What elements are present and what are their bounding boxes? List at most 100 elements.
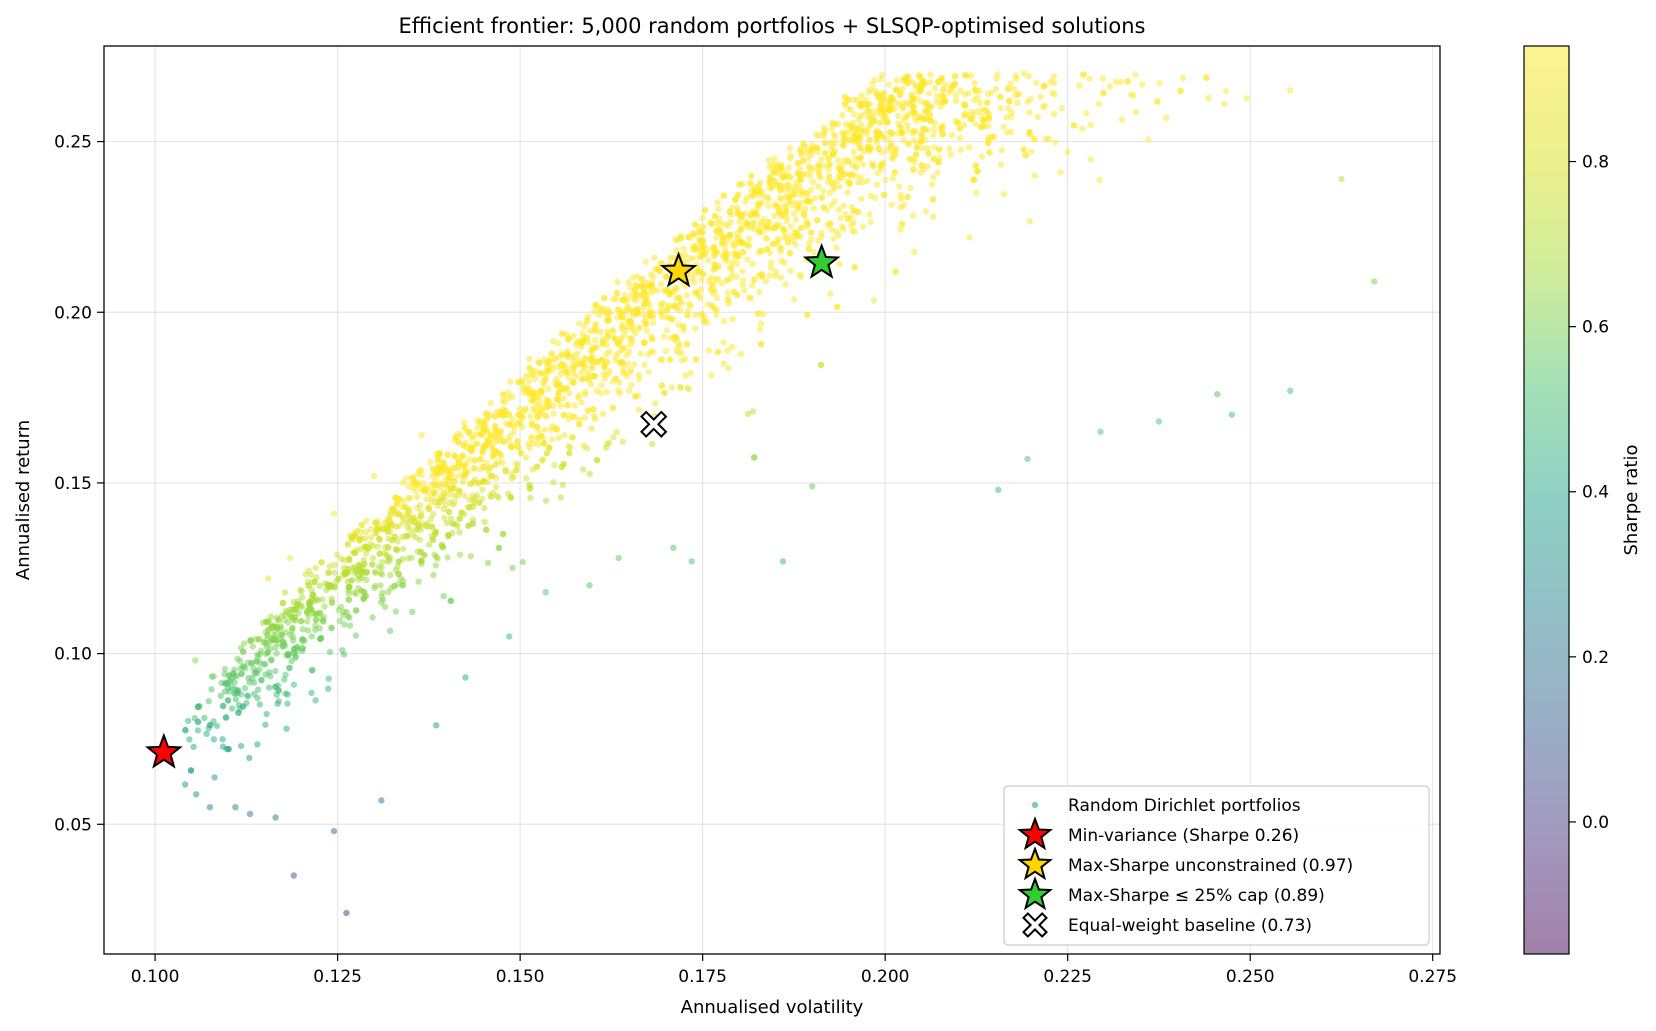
portfolio-point [554,339,562,347]
portfolio-point [517,449,525,457]
portfolio-point [818,156,825,163]
portfolio-point [276,631,284,638]
portfolio-point [936,146,943,153]
portfolio-point [641,361,648,369]
portfolio-point [899,220,906,227]
portfolio-point [413,493,421,501]
portfolio-point [429,465,437,473]
portfolio-point [734,191,742,199]
portfolio-point [984,140,992,147]
portfolio-point [757,341,765,348]
portfolio-point [664,286,671,294]
portfolio-point [893,77,900,84]
portfolio-point [688,558,695,565]
portfolio-point [451,498,458,506]
portfolio-point [254,686,262,693]
portfolio-point [801,142,808,149]
portfolio-point [878,166,885,173]
portfolio-point [808,235,815,243]
portfolio-point [584,313,592,320]
portfolio-point [497,428,504,435]
portfolio-point [1112,78,1120,86]
portfolio-point [508,470,515,477]
portfolio-point [698,310,705,317]
portfolio-point [489,489,497,497]
portfolio-point [637,350,644,357]
portfolio-point [985,115,993,122]
portfolio-point [658,310,666,317]
portfolio-point [850,219,857,226]
portfolio-point [661,389,668,396]
portfolio-point [530,440,537,447]
colorbar-tick-label: 0.4 [1582,483,1609,503]
grid-lines [104,46,1440,954]
portfolio-point [590,406,597,413]
portfolio-point [739,268,746,275]
portfolio-point [645,369,652,376]
portfolio-point [713,294,721,301]
portfolio-point [643,290,650,298]
portfolio-point [713,220,720,227]
portfolio-point [268,624,275,631]
portfolio-point [429,536,437,543]
portfolio-point [912,82,920,90]
portfolio-point [613,296,620,303]
portfolio-point [710,246,718,253]
portfolio-point [290,872,297,879]
portfolio-point [1287,387,1294,394]
portfolio-point [708,220,715,227]
portfolio-point [425,541,433,548]
portfolio-point [305,582,312,589]
portfolio-point [728,343,736,351]
portfolio-point [417,557,425,565]
portfolio-point [282,671,289,678]
portfolio-point [447,597,454,604]
portfolio-point [468,443,475,450]
portfolio-point [1132,71,1139,78]
portfolio-point [920,125,927,132]
portfolio-point [973,108,981,116]
portfolio-point [461,419,468,426]
portfolio-point [537,388,544,395]
portfolio-point [400,518,407,526]
portfolio-point [658,281,665,288]
portfolio-point [444,554,451,561]
portfolio-point [436,484,444,491]
portfolio-point [744,220,751,228]
portfolio-point [526,444,533,452]
portfolio-point [756,288,763,296]
portfolio-point [414,481,421,489]
portfolio-point [1057,169,1064,176]
portfolio-point [235,709,242,716]
portfolio-point [918,82,925,90]
portfolio-point [450,478,458,485]
portfolio-point [929,181,936,188]
portfolio-point [682,372,689,379]
portfolio-point [264,631,271,639]
portfolio-point [379,525,386,532]
portfolio-point [205,698,212,705]
plot-area: 0.100 0.125 0.150 0.175 0.200 0.225 0.250 0.275… [54,45,1457,987]
portfolio-point [234,687,242,694]
portfolio-point [859,223,867,230]
portfolio-point [898,128,906,136]
portfolio-point [643,327,650,334]
portfolio-point [386,627,394,635]
portfolio-point [571,402,579,409]
portfolio-point [486,464,494,471]
portfolio-point [818,233,825,240]
portfolio-point [372,569,379,576]
portfolio-point [467,480,474,488]
portfolio-point [362,592,369,600]
portfolio-point [858,195,865,203]
portfolio-point [660,333,668,340]
portfolio-point [560,395,567,402]
portfolio-point [299,636,306,643]
portfolio-point [819,187,827,195]
portfolio-point [452,433,459,441]
portfolio-point [1096,177,1103,184]
portfolio-point [791,296,798,303]
portfolio-point [495,544,503,552]
portfolio-point [284,609,291,616]
portfolio-point [1041,102,1048,110]
